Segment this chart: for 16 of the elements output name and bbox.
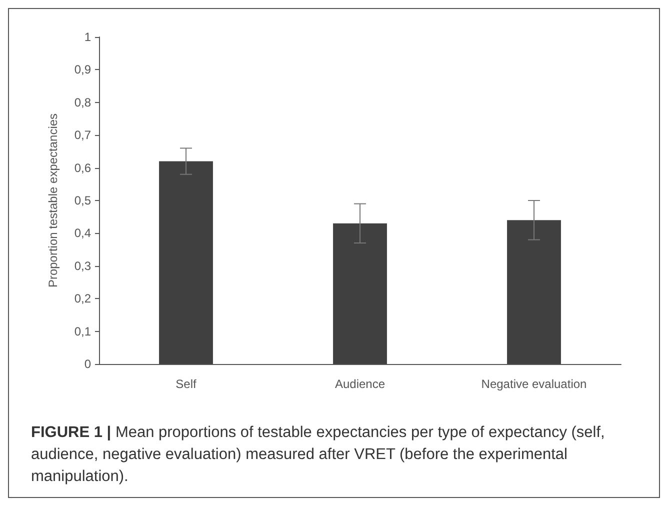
y-tick-label: 0,6 [74, 160, 92, 175]
x-tick-label: Audience [334, 377, 386, 391]
y-tick-label: 0,2 [74, 292, 92, 306]
y-tick-label: 1 [84, 30, 92, 44]
y-tick-label: 0,7 [74, 128, 92, 142]
y-tick-label: 0,5 [74, 194, 92, 208]
y-axis-title: Proportion testable expectancies [46, 113, 60, 288]
y-tick-label: 0,9 [74, 62, 92, 77]
y-tick-label: 0 [84, 357, 92, 371]
caption: FIGURE 1 | Mean proportions of testable expectancies per type of expectancy (self, audience, negative evaluation) measured after VRET (before the experimental manipulation). [31, 424, 605, 485]
y-tick-label: 0,8 [74, 95, 92, 110]
y-tick-label: 0,3 [74, 258, 92, 273]
x-tick-label: Self [176, 377, 197, 391]
y-tick-label: 0,4 [74, 226, 92, 240]
x-tick-label: Negative evaluation [481, 377, 587, 391]
y-tick-label: 0,1 [74, 324, 92, 338]
